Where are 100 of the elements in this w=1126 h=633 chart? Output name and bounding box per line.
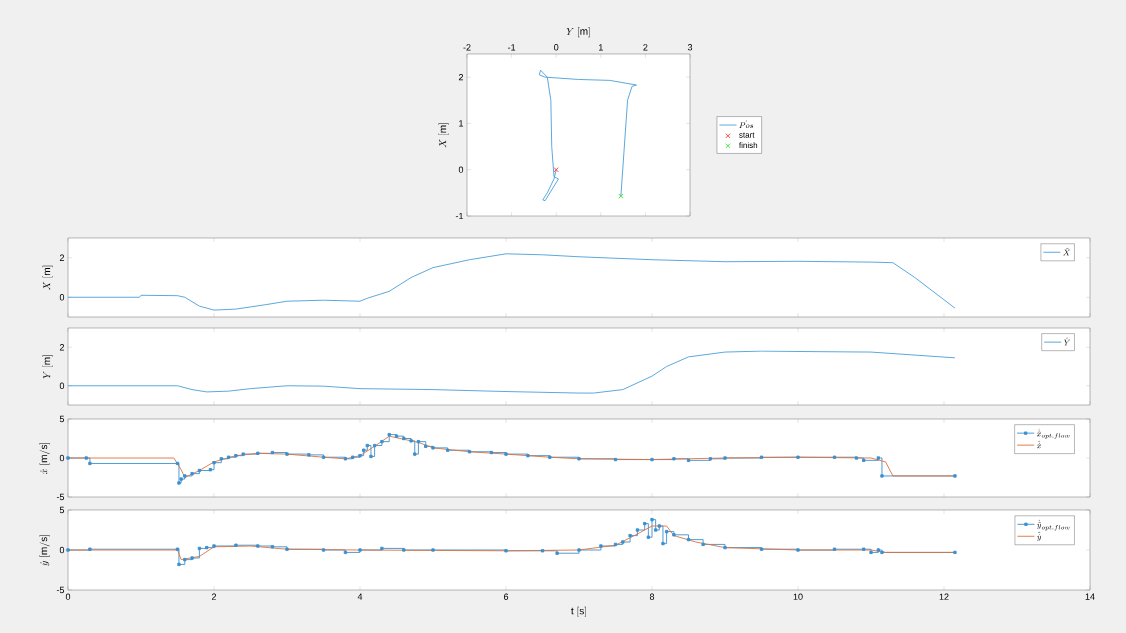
point — [635, 528, 640, 532]
y-axis-title: $X~[\mathrm{m}]$ — [42, 265, 53, 291]
point — [358, 548, 362, 552]
point — [540, 549, 545, 553]
point — [190, 471, 194, 476]
y-tick-label: 0 — [59, 294, 65, 301]
legend-label: $\hat{Y}$ — [1063, 337, 1071, 346]
point — [445, 448, 450, 452]
point — [759, 547, 764, 551]
point — [555, 551, 559, 555]
x-tick-label: 1 — [599, 44, 603, 51]
y-tick-label: -5 — [56, 586, 65, 594]
point — [643, 521, 647, 526]
x-tick-label: 10 — [793, 593, 803, 600]
point — [256, 544, 260, 548]
point — [650, 517, 654, 522]
point — [84, 456, 88, 460]
x-tick-label: 0 — [554, 44, 559, 51]
point — [657, 524, 661, 528]
point — [621, 540, 625, 544]
y-tick-label: -1 — [455, 212, 464, 220]
point — [190, 556, 194, 560]
point — [526, 454, 530, 458]
point — [613, 457, 618, 462]
point — [577, 548, 581, 552]
point — [212, 461, 216, 465]
point — [175, 547, 180, 551]
y-tick-label: 0 — [458, 166, 464, 173]
point — [876, 548, 880, 552]
point — [431, 548, 435, 552]
y-axis-title: $X~[\mathrm{m}]$ — [438, 123, 449, 148]
y-axis-title: $\dot{x}~[\mathrm{m/s}]$ — [39, 443, 50, 474]
y-axis-title: $Y~[\mathrm{m}]$ — [42, 355, 53, 379]
point — [380, 439, 384, 444]
x-tick-label: -2 — [463, 44, 471, 51]
point — [369, 454, 373, 459]
point — [88, 547, 92, 551]
y-tick-label: 2 — [458, 74, 464, 81]
point — [650, 457, 654, 462]
y-tick-label: 0 — [59, 546, 65, 554]
line-series — [68, 350, 956, 394]
y-tick-label: 0 — [59, 382, 65, 389]
legend-label: $\hat{X}$ — [1063, 247, 1070, 256]
point — [613, 542, 618, 547]
point — [380, 546, 384, 551]
point — [179, 477, 183, 481]
point — [409, 439, 413, 443]
point — [869, 550, 873, 555]
point — [183, 557, 187, 562]
point — [270, 450, 275, 455]
point — [365, 443, 369, 448]
y-tick-label: 1 — [459, 120, 464, 127]
point — [672, 533, 676, 537]
x-tick-label: 0 — [65, 593, 71, 600]
point — [953, 550, 957, 555]
y-tick-label: 2 — [59, 344, 65, 351]
point — [307, 453, 311, 457]
y-tick-label: 5 — [59, 506, 65, 514]
point — [661, 541, 665, 546]
point — [880, 550, 884, 555]
point — [177, 481, 181, 485]
point — [372, 443, 377, 448]
point — [285, 452, 289, 456]
point — [394, 434, 399, 438]
point — [599, 544, 603, 548]
point — [708, 457, 713, 461]
y-tick-label: -5 — [56, 493, 65, 501]
legend-label: $\dot{\hat{y}}_{opt.flow}$ — [1037, 519, 1070, 531]
point — [413, 452, 417, 456]
point — [431, 446, 435, 450]
line-series — [68, 525, 956, 561]
point — [183, 474, 187, 478]
point — [796, 455, 800, 459]
point — [343, 550, 348, 555]
y-tick-label: 2 — [59, 254, 65, 261]
y-tick-label: 5 — [59, 415, 65, 423]
x-axis-title: $Y~[\mathrm{m}]$ — [566, 27, 590, 38]
x-tick-label: 3 — [687, 44, 693, 51]
point — [321, 548, 326, 552]
point — [343, 457, 348, 461]
point — [197, 546, 202, 551]
point — [402, 436, 406, 441]
point — [402, 548, 406, 552]
point — [424, 444, 428, 448]
point — [226, 455, 231, 459]
point — [504, 549, 508, 553]
point — [66, 456, 70, 460]
point — [256, 451, 260, 455]
x-tick-label: 2 — [211, 593, 217, 600]
point — [646, 535, 651, 539]
point — [177, 562, 181, 567]
point — [862, 547, 866, 551]
point — [212, 544, 216, 548]
legend-label: $\hat{\dot{x}}$ — [1036, 440, 1042, 449]
point — [628, 533, 632, 538]
point — [862, 458, 866, 462]
point — [723, 456, 727, 460]
y-tick-label: 0 — [59, 454, 65, 462]
point — [208, 468, 213, 472]
point — [880, 474, 884, 478]
